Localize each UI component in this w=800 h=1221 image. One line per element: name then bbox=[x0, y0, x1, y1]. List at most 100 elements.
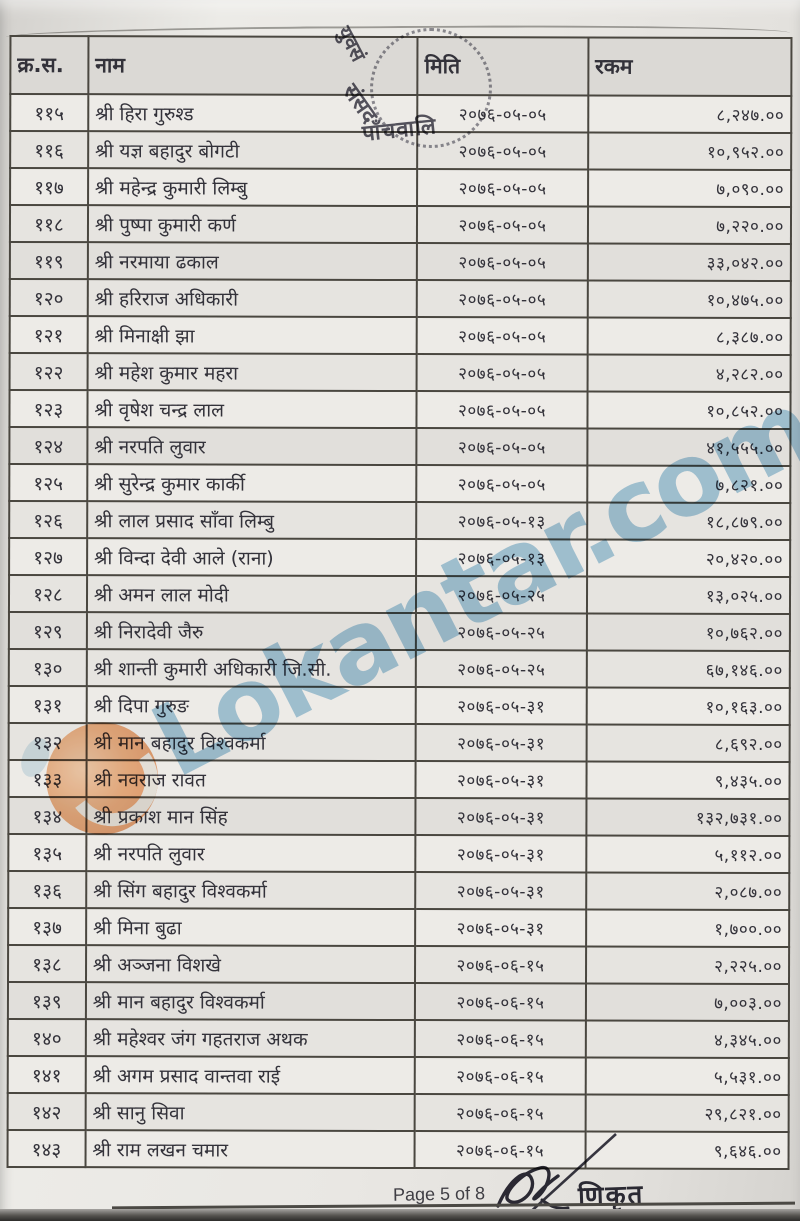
cell-date: २०७६-०५-२५ bbox=[416, 650, 587, 688]
cell-serial-no: १२० bbox=[9, 278, 88, 317]
table-row: १३३ श्री नवराज रावत २०७६-०५-३१ ९,४३५.०० bbox=[8, 759, 790, 800]
cell-name: श्री वृषेश चन्द्र लाल bbox=[87, 390, 417, 429]
cell-date: २०७६-०५-०५ bbox=[417, 243, 588, 281]
cell-name: श्री मान बहादुर विश्वकर्मा bbox=[85, 982, 416, 1021]
cell-date: २०७६-०५-३१ bbox=[415, 835, 587, 873]
cell-amount: १०,७६२.०० bbox=[586, 613, 790, 652]
header-amount: रकम bbox=[588, 37, 792, 97]
cell-serial-no: १४० bbox=[7, 1018, 86, 1057]
cell-date: २०७६-०५-३१ bbox=[415, 687, 587, 725]
cell-date: २०७६-०५-३१ bbox=[415, 872, 587, 910]
cell-date: २०७६-०५-१३ bbox=[416, 539, 587, 577]
cell-serial-no: १२२ bbox=[9, 352, 88, 391]
cell-name: श्री राम लखन चमार bbox=[85, 1130, 415, 1169]
cell-serial-no: १२९ bbox=[8, 611, 87, 650]
cell-name: श्री महेश्वर जंग गहतराज अथक bbox=[85, 1019, 416, 1058]
cell-date: २०७६-०५-२५ bbox=[416, 576, 587, 614]
cell-date: २०७६-०५-३१ bbox=[415, 798, 587, 836]
cell-date: २०७६-०६-१५ bbox=[415, 983, 586, 1021]
cell-name: श्री नरपति लुवार bbox=[87, 427, 417, 466]
cell-date: २०७६-०५-०५ bbox=[417, 132, 588, 170]
cell-date: २०७६-०६-१५ bbox=[415, 1020, 586, 1058]
cell-serial-no: ११७ bbox=[10, 167, 88, 206]
cell-serial-no: १२८ bbox=[8, 574, 87, 613]
table-row: १२६ श्री लाल प्रसाद साँवा लिम्बु २०७६-०५-१… bbox=[9, 500, 791, 541]
cell-serial-no: १३९ bbox=[7, 981, 86, 1020]
cell-amount: २०,४२०.०० bbox=[586, 539, 791, 578]
table-row: १३२ श्री मान बहादुर विश्वकर्मा २०७६-०५-३१ ८… bbox=[8, 722, 790, 763]
cell-date: २०७६-०५-३१ bbox=[415, 909, 586, 947]
cell-name: श्री शान्ती कुमारी अधिकारी जि.सी. bbox=[86, 649, 417, 688]
table-row: ११९ श्री नरमाया ढकाल २०७६-०५-०५ ३३,०४२.०० bbox=[9, 241, 791, 282]
cell-amount: ८,३८७.०० bbox=[587, 317, 791, 356]
cell-serial-no: १४१ bbox=[7, 1055, 86, 1094]
cell-date: २०७६-०५-०५ bbox=[416, 391, 588, 429]
header-serial-no: क्र.स. bbox=[10, 35, 89, 95]
cell-date: २०७६-०५-१३ bbox=[416, 502, 588, 540]
table-row: १३४ श्री प्रकाश मान सिंह २०७६-०५-३१ १३२,७३१… bbox=[8, 796, 790, 837]
cell-name: श्री महेन्द्र कुमारी लिम्बु bbox=[87, 168, 418, 207]
cell-name: श्री सानु सिवा bbox=[85, 1093, 415, 1132]
cell-serial-no: १३३ bbox=[8, 759, 87, 798]
cell-serial-no: १३८ bbox=[8, 944, 86, 983]
cell-serial-no: १३५ bbox=[8, 833, 87, 872]
cell-serial-no: १३२ bbox=[8, 722, 87, 761]
cell-amount: १३२,७३१.०० bbox=[586, 798, 790, 837]
header-date: मिति bbox=[417, 37, 589, 96]
cell-name: श्री निरादेवी जैरु bbox=[86, 612, 417, 651]
cell-date: २०७६-०५-३१ bbox=[415, 761, 587, 799]
table-row: १३९ श्री मान बहादुर विश्वकर्मा २०७६-०६-१५ ७… bbox=[7, 981, 790, 1022]
cell-serial-no: १३१ bbox=[8, 685, 87, 724]
cell-name: श्री नवराज रावत bbox=[86, 760, 416, 799]
cell-serial-no: १३७ bbox=[8, 907, 87, 946]
signature-icon bbox=[496, 1133, 617, 1217]
cell-serial-no: १२१ bbox=[9, 315, 88, 354]
table-row: १२३ श्री वृषेश चन्द्र लाल २०७६-०५-०५ १०,८५२… bbox=[9, 389, 791, 430]
cell-amount: ५,११२.०० bbox=[586, 835, 790, 874]
cell-amount: १०,१६३.०० bbox=[586, 687, 790, 726]
cell-date: २०७६-०५-०५ bbox=[416, 428, 588, 466]
cell-amount: १,७००.०० bbox=[585, 909, 790, 948]
table-row: १२२ श्री महेश कुमार महरा २०७६-०५-०५ ४,२८२.०… bbox=[9, 352, 791, 393]
table-row: १२८ श्री अमन लाल मोदी २०७६-०५-२५ १३,०२५.०० bbox=[8, 574, 791, 615]
cell-serial-no: १२७ bbox=[9, 537, 88, 576]
cell-amount: २,२२५.०० bbox=[585, 946, 790, 985]
table-row: १२७ श्री विन्दा देवी आले (राना) २०७६-०५-१३… bbox=[9, 537, 791, 578]
table-row: ११५ श्री हिरा गुरुश्ड २०७६-०५-०५ ८,२४७.०० bbox=[10, 93, 792, 134]
cell-name: श्री यज्ञ बहादुर बोगटी bbox=[87, 131, 418, 170]
cell-name: श्री प्रकाश मान सिंह bbox=[86, 797, 416, 836]
cell-name: श्री मान बहादुर विश्वकर्मा bbox=[86, 723, 416, 762]
cell-amount: ८,६९२.०० bbox=[586, 724, 790, 763]
cell-name: श्री मिनाक्षी झा bbox=[87, 316, 418, 355]
cell-name: श्री मिना बुढा bbox=[85, 908, 416, 947]
cell-serial-no: १३६ bbox=[8, 870, 87, 909]
cell-amount: १०,८५२.०० bbox=[587, 391, 791, 430]
cell-amount: १०,४७५.०० bbox=[587, 280, 791, 319]
cell-name: श्री पुष्पा कुमारी कर्ण bbox=[87, 205, 418, 244]
cell-amount: १०,९५२.०० bbox=[587, 132, 792, 171]
table-row: १४१ श्री अगम प्रसाद वान्तवा राई २०७६-०६-१५… bbox=[7, 1055, 789, 1096]
table-row: १४२ श्री सानु सिवा २०७६-०६-१५ २९,८२१.०० bbox=[7, 1092, 789, 1133]
cell-name: श्री नरपति लुवार bbox=[86, 834, 416, 873]
cell-name: श्री लाल प्रसाद साँवा लिम्बु bbox=[87, 501, 417, 540]
cell-date: २०७६-०५-०५ bbox=[416, 465, 588, 503]
cell-name: श्री सिंग बहादुर विश्वकर्मा bbox=[86, 871, 416, 910]
cell-amount: ७,०९०.०० bbox=[587, 169, 792, 208]
table-row: १३१ श्री दिपा गुरुङ २०७६-०५-३१ १०,१६३.०० bbox=[8, 685, 790, 726]
cell-serial-no: १२३ bbox=[9, 389, 88, 428]
cell-amount: ९,४३५.०० bbox=[586, 761, 790, 800]
table-row: १३० श्री शान्ती कुमारी अधिकारी जि.सी. २०७६… bbox=[8, 648, 790, 689]
table-row: १३६ श्री सिंग बहादुर विश्वकर्मा २०७६-०५-३१… bbox=[8, 870, 790, 911]
cell-serial-no: ११५ bbox=[10, 93, 89, 132]
table-row: ११७ श्री महेन्द्र कुमारी लिम्बु २०७६-०५-०५… bbox=[10, 167, 792, 208]
cell-date: २०७६-०५-३१ bbox=[415, 724, 587, 762]
cell-name: श्री नरमाया ढकाल bbox=[87, 242, 418, 281]
table-row: १३५ श्री नरपति लुवार २०७६-०५-३१ ५,११२.०० bbox=[8, 833, 790, 874]
cell-date: २०७६-०५-०५ bbox=[417, 169, 588, 207]
table-row: ११८ श्री पुष्पा कुमारी कर्ण २०७६-०५-०५ ७,२२… bbox=[9, 204, 792, 245]
cell-date: २०७६-०६-१५ bbox=[414, 1094, 586, 1132]
photo-bottom-edge bbox=[0, 1209, 800, 1221]
cell-amount: ७,२२०.०० bbox=[587, 206, 792, 245]
table-row: १४३ श्री राम लखन चमार २०७६-०६-१५ ९,६४६.०० bbox=[7, 1129, 789, 1170]
cell-amount: ७,००३.०० bbox=[585, 983, 790, 1022]
